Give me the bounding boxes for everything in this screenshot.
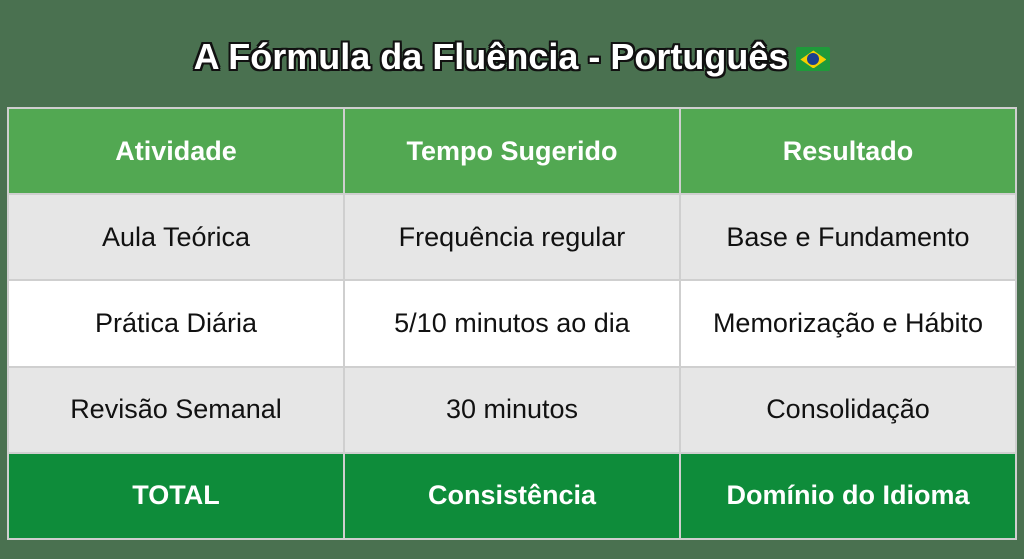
table-cell: Memorização e Hábito [679, 279, 1017, 368]
table-cell: 5/10 minutos ao dia [343, 279, 681, 368]
page-title: A Fórmula da Fluência - Português [0, 36, 1024, 78]
table-cell: Consolidação [679, 365, 1017, 454]
total-cell: Domínio do Idioma [679, 451, 1017, 541]
header-cell: Atividade [7, 106, 345, 196]
brazil-flag-icon [796, 47, 831, 72]
header-cell: Resultado [679, 106, 1017, 196]
table-row: Aula Teórica Frequência regular Base e F… [7, 193, 1017, 282]
table-cell: Frequência regular [343, 193, 681, 282]
table-row: Prática Diária 5/10 minutos ao dia Memor… [7, 279, 1017, 368]
table-cell: Base e Fundamento [679, 193, 1017, 282]
table-header-row: Atividade Tempo Sugerido Resultado [7, 106, 1017, 196]
table-cell: Revisão Semanal [7, 365, 345, 454]
title-text: A Fórmula da Fluência - Português [193, 36, 789, 77]
table-cell: Prática Diária [7, 279, 345, 368]
total-cell: TOTAL [7, 451, 345, 541]
table-row: Revisão Semanal 30 minutos Consolidação [7, 365, 1017, 454]
total-cell: Consistência [343, 451, 681, 541]
header-cell: Tempo Sugerido [343, 106, 681, 196]
fluency-table: Atividade Tempo Sugerido Resultado Aula … [7, 106, 1017, 541]
table-cell: Aula Teórica [7, 193, 345, 282]
table-cell: 30 minutos [343, 365, 681, 454]
total-row: TOTAL Consistência Domínio do Idioma [7, 451, 1017, 541]
